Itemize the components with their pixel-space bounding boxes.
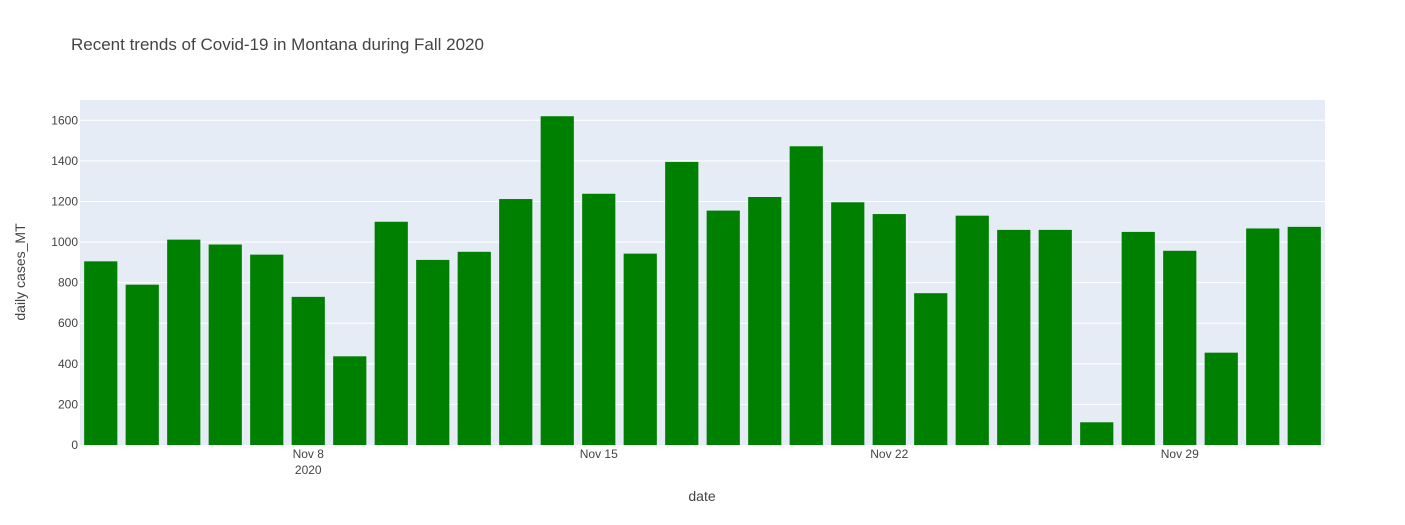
bar — [374, 221, 408, 445]
bar — [84, 261, 118, 445]
gridlines — [80, 119, 1325, 405]
y-axis-label: daily cases_MT — [12, 223, 28, 321]
bar-series — [84, 116, 1321, 446]
bar — [997, 229, 1031, 445]
bar — [831, 202, 865, 445]
bar — [748, 197, 782, 445]
bar — [1163, 250, 1197, 445]
y-tick-label: 1200 — [51, 194, 78, 208]
bar — [1080, 422, 1114, 445]
y-tick-label: 1400 — [51, 154, 78, 168]
bar — [250, 254, 284, 445]
bar — [208, 244, 242, 445]
bar — [125, 284, 159, 445]
y-tick-label: 0 — [71, 438, 78, 452]
bar — [914, 293, 948, 445]
plot-area — [80, 100, 1325, 445]
bar — [623, 253, 657, 445]
bar — [457, 251, 491, 445]
bar — [499, 199, 533, 445]
bar — [1246, 228, 1280, 445]
bar — [167, 239, 201, 445]
bar — [1038, 229, 1072, 445]
y-tick-label: 1000 — [51, 235, 78, 249]
bar — [1121, 231, 1155, 445]
bar — [1287, 226, 1321, 445]
x-axis-ticks: Nov 8 2020 Nov 15 Nov 22 Nov 29 — [293, 447, 1200, 477]
chart-title: Recent trends of Covid-19 in Montana dur… — [71, 35, 484, 54]
x-axis-label: date — [688, 488, 715, 504]
bar — [706, 210, 740, 445]
bar — [582, 193, 616, 445]
bar — [291, 296, 325, 445]
x-tick-label: Nov 29 — [1161, 447, 1199, 461]
x-tick-label: Nov 22 — [870, 447, 908, 461]
x-tick-label: Nov 8 — [293, 447, 325, 461]
bar — [540, 116, 574, 445]
bar — [955, 215, 989, 445]
bar — [665, 161, 699, 445]
y-tick-label: 800 — [58, 276, 78, 290]
y-tick-label: 400 — [58, 357, 78, 371]
bar — [789, 146, 823, 446]
y-axis-ticks: 0 200 400 600 800 1000 1200 1400 1600 — [51, 113, 78, 452]
bar — [333, 356, 367, 445]
y-tick-label: 600 — [58, 316, 78, 330]
bar — [1204, 352, 1238, 445]
x-tick-sublabel: 2020 — [295, 463, 322, 477]
x-tick-label: Nov 15 — [580, 447, 618, 461]
y-tick-label: 200 — [58, 397, 78, 411]
bar — [416, 259, 450, 445]
bar — [872, 214, 906, 445]
y-tick-label: 1600 — [51, 113, 78, 127]
